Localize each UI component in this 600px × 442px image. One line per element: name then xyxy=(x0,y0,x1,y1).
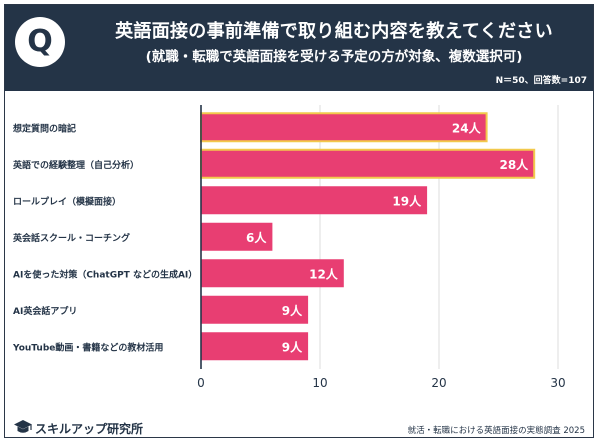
x-tick-label: 10 xyxy=(312,376,327,390)
bar xyxy=(201,332,309,361)
data-label: 19人 xyxy=(392,193,422,208)
bar xyxy=(200,112,488,143)
x-tick-label: 0 xyxy=(197,376,205,390)
category-label: ロールプレイ（模擬面接） xyxy=(13,195,121,207)
category-label: 英会話スクール・コーチング xyxy=(12,232,130,244)
data-label: 24人 xyxy=(452,120,482,135)
graduation-cap-icon xyxy=(14,420,32,433)
category-label: 英語での経験整理（自己分析） xyxy=(12,159,139,171)
brand-name: スキルアップ研究所 xyxy=(35,422,144,436)
data-label: 9人 xyxy=(282,303,303,318)
question-badge: Q xyxy=(15,17,65,67)
question-subtitle: (就職・転職で英語面接を受ける予定の方が対象、複数選択可) xyxy=(145,49,523,65)
infographic-frame: Q 英語面接の事前準備で取り組む内容を教えてください (就職・転職で英語面接を受… xyxy=(4,4,594,438)
data-label: 6人 xyxy=(246,230,267,245)
source-caption: 就活・転職における英語面接の実態調査 2025 xyxy=(407,426,585,436)
sample-size-label: N＝50、回答数=107 xyxy=(495,76,587,86)
question-header: Q 英語面接の事前準備で取り組む内容を教えてください (就職・転職で英語面接を受… xyxy=(5,5,593,91)
brand-logo: スキルアップ研究所 xyxy=(13,419,143,437)
x-tick-label: 20 xyxy=(431,376,446,390)
category-label: AIを使った対策（ChatGPT などの生成AI） xyxy=(13,268,197,280)
category-label: AI英会話アプリ xyxy=(13,305,77,317)
category-label: YouTube動画・書籍などの教材活用 xyxy=(12,341,163,353)
data-label: 12人 xyxy=(309,266,339,281)
data-label: 28人 xyxy=(499,157,529,172)
bar xyxy=(201,222,273,251)
question-title: 英語面接の事前準備で取り組む内容を教えてください xyxy=(115,21,553,42)
bar xyxy=(201,186,428,215)
bar xyxy=(201,259,344,288)
question-badge-letter: Q xyxy=(27,24,53,59)
x-tick-label: 30 xyxy=(550,376,565,390)
bar xyxy=(200,148,536,179)
category-label: 想定質問の暗記 xyxy=(12,122,76,134)
data-label: 9人 xyxy=(282,339,303,354)
bar xyxy=(201,295,309,324)
